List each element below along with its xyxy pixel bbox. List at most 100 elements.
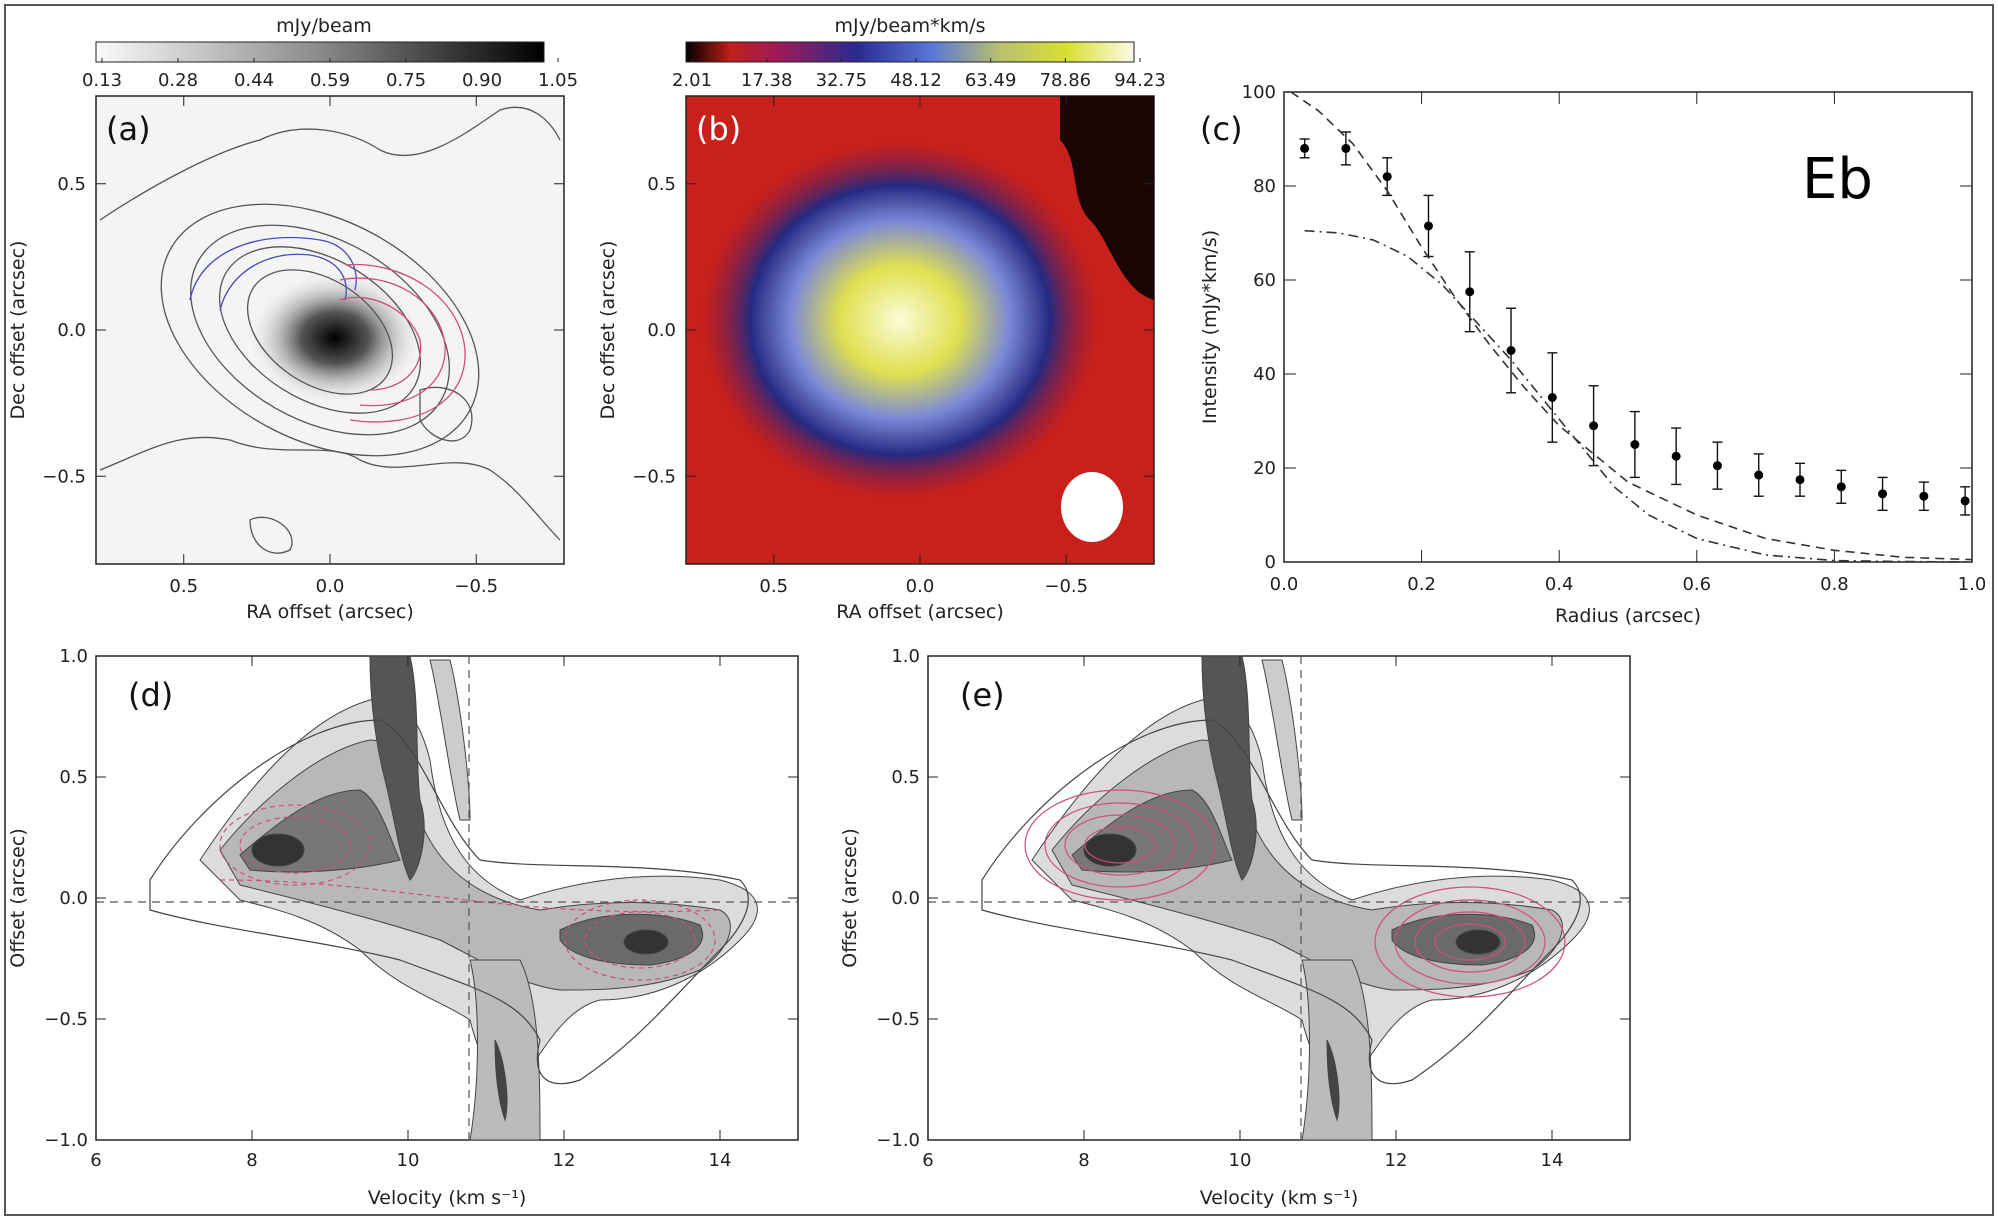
panel-d-pv-filled bbox=[199, 655, 758, 1141]
x-tick-label: 0.6 bbox=[1682, 574, 1711, 595]
data-point bbox=[1754, 470, 1764, 480]
x-tick-label: 0.0 bbox=[316, 576, 345, 597]
data-point bbox=[1589, 421, 1599, 431]
panel-d-model-contours bbox=[219, 804, 721, 981]
x-tick-label: 0.0 bbox=[1270, 574, 1299, 595]
data-point bbox=[1547, 393, 1557, 402]
panel-b-colorbar bbox=[685, 41, 1135, 63]
y-tick-label: −0.5 bbox=[44, 1009, 88, 1030]
panel-e-outer-contour bbox=[981, 719, 1581, 1085]
y-tick-label: 0 bbox=[1265, 552, 1276, 573]
y-tick-label: −0.5 bbox=[42, 466, 86, 487]
y-tick-label: 0.0 bbox=[57, 320, 86, 341]
panel-c-chart: 0.0 0.2 0.4 0.6 0.8 1.0 0 20 40 60 80 100 bbox=[1242, 82, 1987, 595]
x-tick-label: 0.0 bbox=[906, 576, 935, 597]
data-point bbox=[1712, 461, 1722, 471]
y-tick-label: 0.5 bbox=[57, 174, 86, 195]
panel-a-axes: 0.5 0.5 0.0 0.0 −0.5 −0.5 bbox=[42, 96, 564, 597]
y-tick-label: 0.5 bbox=[891, 767, 920, 788]
colorbar-tick-label: 63.49 bbox=[965, 70, 1017, 91]
panel-e-label: (e) bbox=[960, 676, 1005, 714]
panel-b: mJy/beam*km/s 2.01 17.38 32.75 48.12 63.49 78… bbox=[597, 15, 1166, 623]
y-tick-label: −1.0 bbox=[44, 1130, 88, 1151]
panel-d-axes: 6 8 10 12 14 1.0 0.5 0.0 −0.5 −1.0 bbox=[44, 646, 798, 1171]
model-curve-dashed bbox=[1290, 91, 1973, 561]
panel-b-beam bbox=[1061, 472, 1123, 542]
colorbar-tick-label: 78.86 bbox=[1040, 70, 1092, 91]
panel-a: mJy/beam 0.13 0.28 0.44 0.59 0.75 0.90 1.05 0.… bbox=[7, 15, 578, 623]
y-tick-label: −0.5 bbox=[876, 1009, 920, 1030]
colorbar-tick-label: 0.44 bbox=[234, 70, 274, 91]
data-point bbox=[1423, 221, 1433, 231]
panel-a-red-contours bbox=[339, 263, 466, 423]
x-tick-label: 8 bbox=[1078, 1150, 1089, 1171]
data-point bbox=[1960, 496, 1970, 506]
panel-d-ylabel: Offset (arcsec) bbox=[7, 828, 29, 967]
panel-c: 0.0 0.2 0.4 0.6 0.8 1.0 0 20 40 60 80 100 (c) Eb Ra… bbox=[1199, 82, 1986, 627]
panel-c-plot-area bbox=[1283, 91, 1973, 563]
x-tick-label: 12 bbox=[1385, 1150, 1408, 1171]
panel-d: 6 8 10 12 14 1.0 0.5 0.0 −0.5 −1.0 (d) Velocity (… bbox=[7, 646, 799, 1209]
y-tick-label: 20 bbox=[1253, 458, 1276, 479]
x-tick-label: 14 bbox=[709, 1150, 732, 1171]
panel-a-continuum-emission bbox=[250, 273, 420, 403]
y-tick-label: −1.0 bbox=[876, 1130, 920, 1151]
colorbar-tick-label: 48.12 bbox=[890, 70, 942, 91]
data-point bbox=[1671, 451, 1681, 461]
panel-d-label: (d) bbox=[128, 676, 173, 714]
colorbar-tick-label: 1.05 bbox=[538, 70, 578, 91]
colorbar-tick-label: 0.75 bbox=[386, 70, 426, 91]
data-point bbox=[1300, 143, 1310, 153]
colorbar-tick-label: 32.75 bbox=[816, 70, 868, 91]
panel-b-colorbar-ticks: 2.01 17.38 32.75 48.12 63.49 78.86 94.23 bbox=[672, 58, 1166, 91]
x-tick-label: 14 bbox=[1541, 1150, 1564, 1171]
y-tick-label: 40 bbox=[1253, 364, 1276, 385]
data-point bbox=[1341, 143, 1351, 153]
panel-c-ylabel: Intensity (mJy*km/s) bbox=[1199, 230, 1221, 424]
x-tick-label: 12 bbox=[553, 1150, 576, 1171]
panel-c-label: (c) bbox=[1200, 110, 1243, 148]
x-tick-label: 10 bbox=[397, 1150, 420, 1171]
colorbar-tick-label: 94.23 bbox=[1114, 70, 1166, 91]
data-point bbox=[1795, 475, 1805, 485]
data-point bbox=[1506, 346, 1516, 355]
colorbar-tick-label: 17.38 bbox=[741, 70, 793, 91]
model-curve-dash-dot bbox=[1304, 229, 1973, 563]
y-tick-label: 0.5 bbox=[647, 174, 676, 195]
panel-a-ylabel: Dec offset (arcsec) bbox=[7, 241, 29, 420]
y-tick-label: 0.0 bbox=[647, 320, 676, 341]
colorbar-tick-label: 2.01 bbox=[672, 70, 712, 91]
x-tick-label: 6 bbox=[90, 1150, 101, 1171]
panel-b-emission bbox=[700, 140, 1100, 500]
x-tick-label: 0.8 bbox=[1820, 574, 1849, 595]
panel-c-xlabel: Radius (arcsec) bbox=[1555, 605, 1701, 627]
panel-b-label: (b) bbox=[696, 110, 741, 148]
x-tick-label: 0.5 bbox=[169, 576, 198, 597]
y-tick-label: 60 bbox=[1253, 270, 1276, 291]
panel-a-colorbar-ticks: 0.13 0.28 0.44 0.59 0.75 0.90 1.05 bbox=[82, 58, 578, 91]
x-tick-label: 6 bbox=[922, 1150, 933, 1171]
panel-e-ylabel: Offset (arcsec) bbox=[839, 828, 861, 967]
data-point bbox=[1878, 489, 1888, 499]
y-tick-label: 1.0 bbox=[891, 646, 920, 667]
colorbar-tick-label: 0.28 bbox=[158, 70, 198, 91]
panel-d-outer-contour bbox=[149, 719, 749, 1085]
y-tick-label: 80 bbox=[1253, 176, 1276, 197]
y-tick-label: 0.0 bbox=[891, 888, 920, 909]
panel-a-label: (a) bbox=[106, 110, 151, 148]
colorbar-tick-label: 0.59 bbox=[310, 70, 350, 91]
x-tick-label: 0.5 bbox=[759, 576, 788, 597]
panel-d-xlabel: Velocity (km s⁻¹) bbox=[368, 1187, 527, 1209]
panel-b-dark-corner bbox=[1060, 96, 1154, 300]
x-tick-label: −0.5 bbox=[1044, 576, 1088, 597]
x-tick-label: −0.5 bbox=[454, 576, 498, 597]
panel-b-axes: 0.5 0.5 0.0 0.0 −0.5 −0.5 bbox=[632, 96, 1154, 597]
panel-e-model-contours bbox=[1024, 789, 1566, 998]
colorbar-tick-label: 0.13 bbox=[82, 70, 122, 91]
panel-e-xlabel: Velocity (km s⁻¹) bbox=[1200, 1187, 1359, 1209]
panel-e-axes: 6 8 10 12 14 1.0 0.5 0.0 −0.5 −1.0 bbox=[876, 646, 1630, 1171]
panel-e: 6 8 10 12 14 1.0 0.5 0.0 −0.5 −1.0 (e) Velocity (… bbox=[839, 646, 1631, 1209]
figure-tag: Eb bbox=[1802, 147, 1873, 212]
data-point bbox=[1919, 491, 1929, 501]
